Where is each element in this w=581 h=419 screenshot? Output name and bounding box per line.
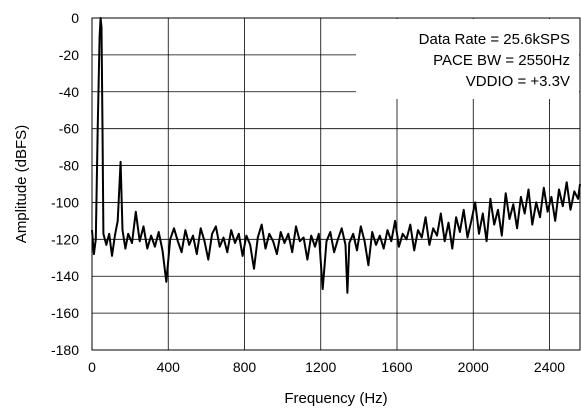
x-tick-label: 1200 [305, 359, 336, 375]
y-tick-label: -180 [51, 342, 79, 358]
x-tick-label: 1600 [381, 359, 412, 375]
x-tick-label: 0 [88, 359, 96, 375]
x-axis-label: Frequency (Hz) [284, 390, 387, 407]
x-tick-label: 2400 [534, 359, 565, 375]
annotation-line: VDDIO = +3.3V [466, 73, 570, 90]
annotation-text: Data Rate = 25.6kSPS PACE BW = 2550Hz VDDI… [419, 31, 570, 90]
y-tick-label: -120 [51, 231, 79, 247]
tick-labels: 0 -20 -40 -60 -80 -100 -120 -140 -160 -180 0 400 800… [51, 10, 565, 375]
plot-frame [91, 17, 581, 351]
annotation-line: PACE BW = 2550Hz [433, 52, 570, 69]
y-tick-label: -60 [59, 121, 79, 137]
x-tick-label: 400 [157, 359, 181, 375]
y-tick-label: -100 [51, 194, 79, 210]
x-tick-label: 800 [233, 359, 257, 375]
y-tick-label: -40 [59, 84, 79, 100]
x-tick-label: 2000 [458, 359, 489, 375]
annotation-box [356, 19, 579, 99]
y-axis-label: Amplitude (dBFS) [13, 125, 30, 243]
y-tick-label: 0 [71, 10, 79, 26]
y-tick-label: -160 [51, 305, 79, 321]
spectrum-line [91, 17, 581, 294]
y-tick-label: -80 [59, 158, 79, 174]
y-tick-label: -20 [59, 47, 79, 63]
series-layer [91, 17, 581, 294]
annotation-line: Data Rate = 25.6kSPS [419, 31, 570, 48]
y-tick-label: -140 [51, 268, 79, 284]
